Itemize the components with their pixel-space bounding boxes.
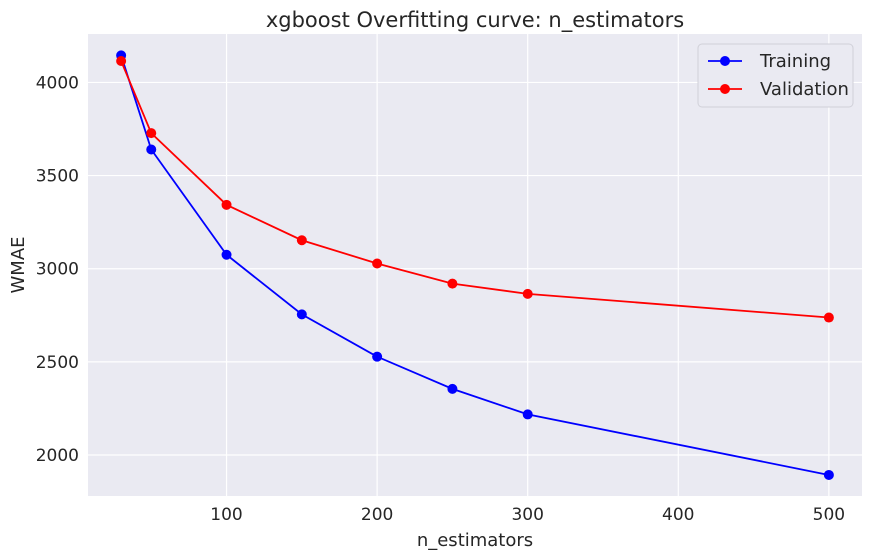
training-point — [823, 469, 834, 480]
x-tick-label: 200 — [361, 505, 393, 525]
legend: Training Validation — [697, 43, 854, 108]
legend-validation-marker — [720, 84, 730, 94]
plot-area — [88, 34, 862, 496]
series-layer — [116, 50, 834, 480]
legend-validation-label: Validation — [760, 79, 849, 100]
validation-point — [146, 128, 157, 139]
validation-point — [522, 288, 533, 299]
watermark: alitrack — [731, 513, 837, 535]
validation-point — [296, 235, 307, 246]
x-tick-label: 300 — [511, 505, 543, 525]
training-point — [146, 144, 157, 155]
training-point — [522, 409, 533, 420]
training-point — [296, 309, 307, 320]
legend-box — [697, 43, 854, 108]
y-tick-label: 3500 — [36, 167, 79, 187]
validation-point — [447, 278, 458, 289]
y-tick-label: 2000 — [36, 446, 79, 466]
x-axis-label: n_estimators — [417, 530, 533, 551]
y-tick-label: 4000 — [36, 73, 79, 93]
validation-point — [372, 258, 383, 269]
validation-point — [221, 199, 232, 210]
training-point — [372, 351, 383, 362]
y-axis-label: WMAE — [8, 236, 29, 293]
y-tick-label: 3000 — [36, 260, 79, 280]
tick-labels: 100 200 300 400 500 2000 2500 3000 3500 4000 — [36, 73, 845, 525]
x-tick-label: 400 — [662, 505, 694, 525]
legend-training-marker — [720, 56, 730, 66]
validation-point — [823, 312, 834, 323]
training-line — [120, 55, 830, 476]
legend-training-label: Training — [759, 51, 831, 72]
wechat-icon — [731, 513, 759, 535]
validation-point — [116, 56, 127, 67]
x-tick-label: 100 — [210, 505, 242, 525]
watermark-text: alitrack — [766, 513, 837, 535]
y-tick-label: 2500 — [36, 353, 79, 373]
x-tick-label: 500 — [813, 505, 845, 525]
chart-title: xgboost Overfitting curve: n_estimators — [266, 8, 684, 33]
validation-line — [120, 60, 829, 319]
training-point — [221, 249, 232, 260]
training-point — [447, 383, 458, 394]
